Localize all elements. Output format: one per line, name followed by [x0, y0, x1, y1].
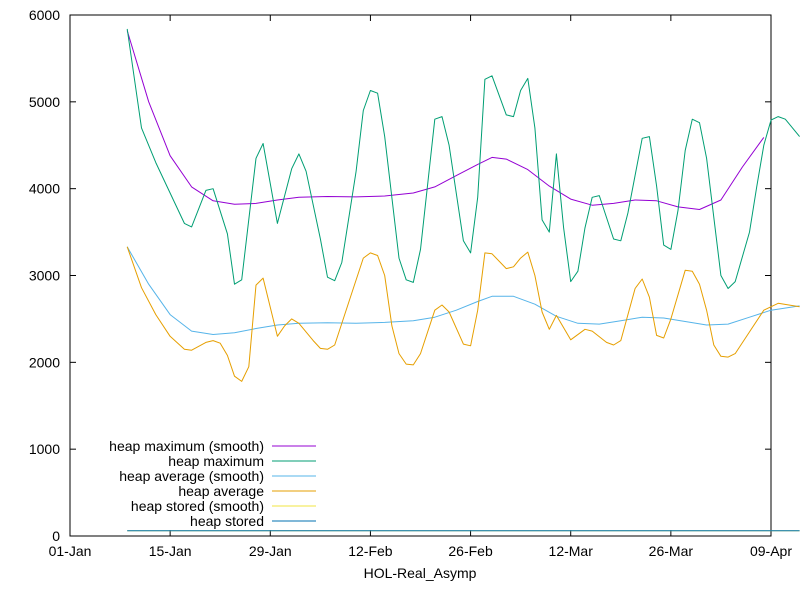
y-tick-label: 5000 — [29, 94, 60, 110]
x-tick-label: 15-Jan — [149, 543, 192, 559]
series-layer — [126, 28, 800, 532]
legend-label: heap stored — [190, 513, 264, 529]
y-tick-label: 1000 — [29, 441, 60, 457]
y-axis: 0 1000 2000 3000 4000 5000 6000 — [29, 7, 771, 544]
series-line-2 — [126, 246, 800, 335]
series-line-1 — [126, 28, 800, 289]
legend-label: heap average (smooth) — [119, 468, 264, 484]
x-axis: 01-Jan 15-Jan 29-Jan 12-Feb 26-Feb 12-Mar 26-M… — [49, 15, 792, 559]
series-line-3 — [126, 246, 800, 382]
y-tick-label: 4000 — [29, 181, 60, 197]
legend-label: heap maximum — [168, 453, 264, 469]
legend-label: heap average — [178, 483, 264, 499]
y-tick-label: 3000 — [29, 268, 60, 284]
y-tick-label: 6000 — [29, 7, 60, 23]
y-tick-label: 0 — [52, 528, 60, 544]
legend-label: heap maximum (smooth) — [109, 438, 264, 454]
x-tick-label: 29-Jan — [249, 543, 292, 559]
x-axis-label: HOL-Real_Asymp — [364, 565, 477, 581]
legend-label: heap stored (smooth) — [131, 498, 264, 514]
x-tick-label: 09-Apr — [750, 543, 792, 559]
x-tick-label: 26-Feb — [448, 543, 493, 559]
series-line-0 — [126, 30, 765, 210]
x-tick-label: 12-Mar — [549, 543, 594, 559]
y-tick-label: 2000 — [29, 354, 60, 370]
x-tick-label: 12-Feb — [348, 543, 393, 559]
x-tick-label: 26-Mar — [649, 543, 694, 559]
x-tick-label: 01-Jan — [49, 543, 92, 559]
